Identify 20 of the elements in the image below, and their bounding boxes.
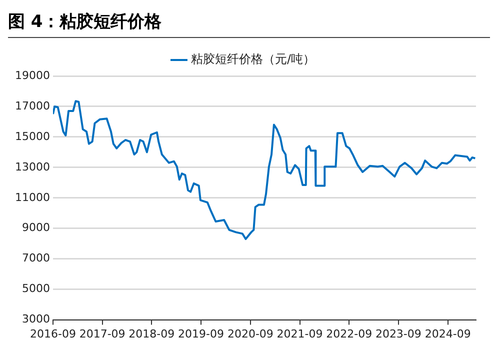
y-tick-label: 11000: [14, 190, 50, 204]
y-tick-label: 5000: [22, 282, 50, 296]
y-tick-label: 9000: [22, 221, 50, 234]
x-tick-label: 2020-09: [227, 327, 274, 340]
x-tick-label: 2016-09: [30, 327, 76, 340]
x-tick-label: 2023-09: [375, 327, 422, 340]
x-tick-label: 2021-09: [276, 327, 323, 340]
x-tick-label: 2024-09: [424, 327, 471, 340]
y-tick-label: 17000: [14, 99, 50, 112]
y-tick-label: 13000: [14, 160, 50, 174]
x-tick-label: 2018-09: [128, 327, 175, 340]
x-tick-label: 2017-09: [79, 327, 126, 340]
x-tick-label: 2019-09: [178, 327, 224, 340]
x-tick-label: 2022-09: [326, 327, 372, 340]
legend-label: 粘胶短纤价格（元/吨）: [190, 52, 316, 66]
y-tick-label: 15000: [14, 130, 50, 143]
chart-title: 图 4：粘胶短纤价格: [8, 8, 490, 38]
y-tick-label: 7000: [22, 252, 50, 265]
y-tick-label: 19000: [14, 68, 50, 82]
y-tick-label: 3000: [22, 312, 50, 326]
